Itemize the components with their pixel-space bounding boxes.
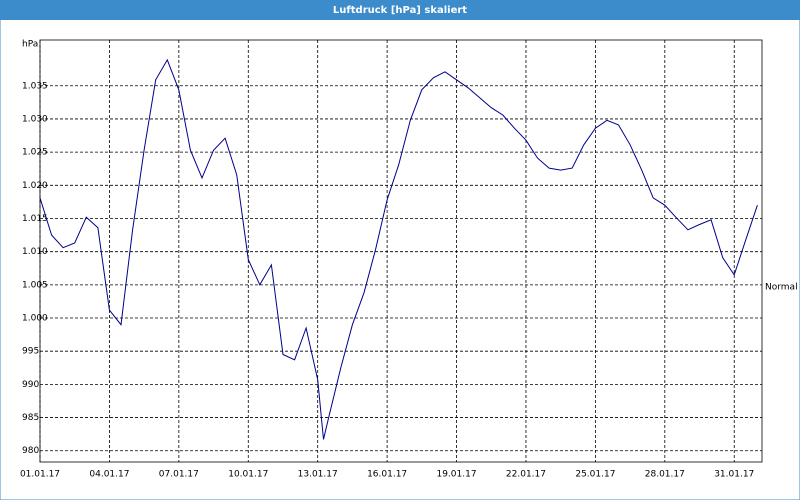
y-tick-label: 1.025 xyxy=(22,148,48,158)
y-tick-label: 1.000 xyxy=(22,314,48,324)
y-axis-label: hPa xyxy=(22,40,38,50)
y-tick-label: 1.015 xyxy=(22,214,48,224)
y-tick-label: 995 xyxy=(22,347,39,357)
y-tick-label: 1.010 xyxy=(22,247,48,257)
x-tick-label: 01.01.17 xyxy=(20,470,60,480)
x-tick-label: 19.01.17 xyxy=(436,470,476,480)
x-tick-label: 10.01.17 xyxy=(228,470,268,480)
chart-title: Luftdruck [hPa] skaliert xyxy=(333,5,467,16)
x-tick-label: 16.01.17 xyxy=(367,470,407,480)
y-tick-label: 1.030 xyxy=(22,114,48,124)
y-tick-label: 1.035 xyxy=(22,81,48,91)
x-tick-label: 25.01.17 xyxy=(575,470,615,480)
x-tick-label: 04.01.17 xyxy=(89,470,129,480)
plot-frame xyxy=(39,39,763,463)
x-tick-label: 28.01.17 xyxy=(645,470,685,480)
reference-label: Normal xyxy=(765,282,798,292)
x-tick-label: 13.01.17 xyxy=(298,470,338,480)
x-tick-label: 31.01.17 xyxy=(714,470,754,480)
y-tick-label: 1.020 xyxy=(22,181,48,191)
x-tick-label: 22.01.17 xyxy=(506,470,546,480)
y-tick-label: 980 xyxy=(22,446,39,456)
title-bar xyxy=(0,0,800,20)
y-tick-label: 985 xyxy=(22,413,39,423)
y-tick-label: 990 xyxy=(22,380,39,390)
data-line xyxy=(39,58,758,440)
y-tick-label: 1.005 xyxy=(22,280,48,290)
x-tick-label: 07.01.17 xyxy=(159,470,199,480)
